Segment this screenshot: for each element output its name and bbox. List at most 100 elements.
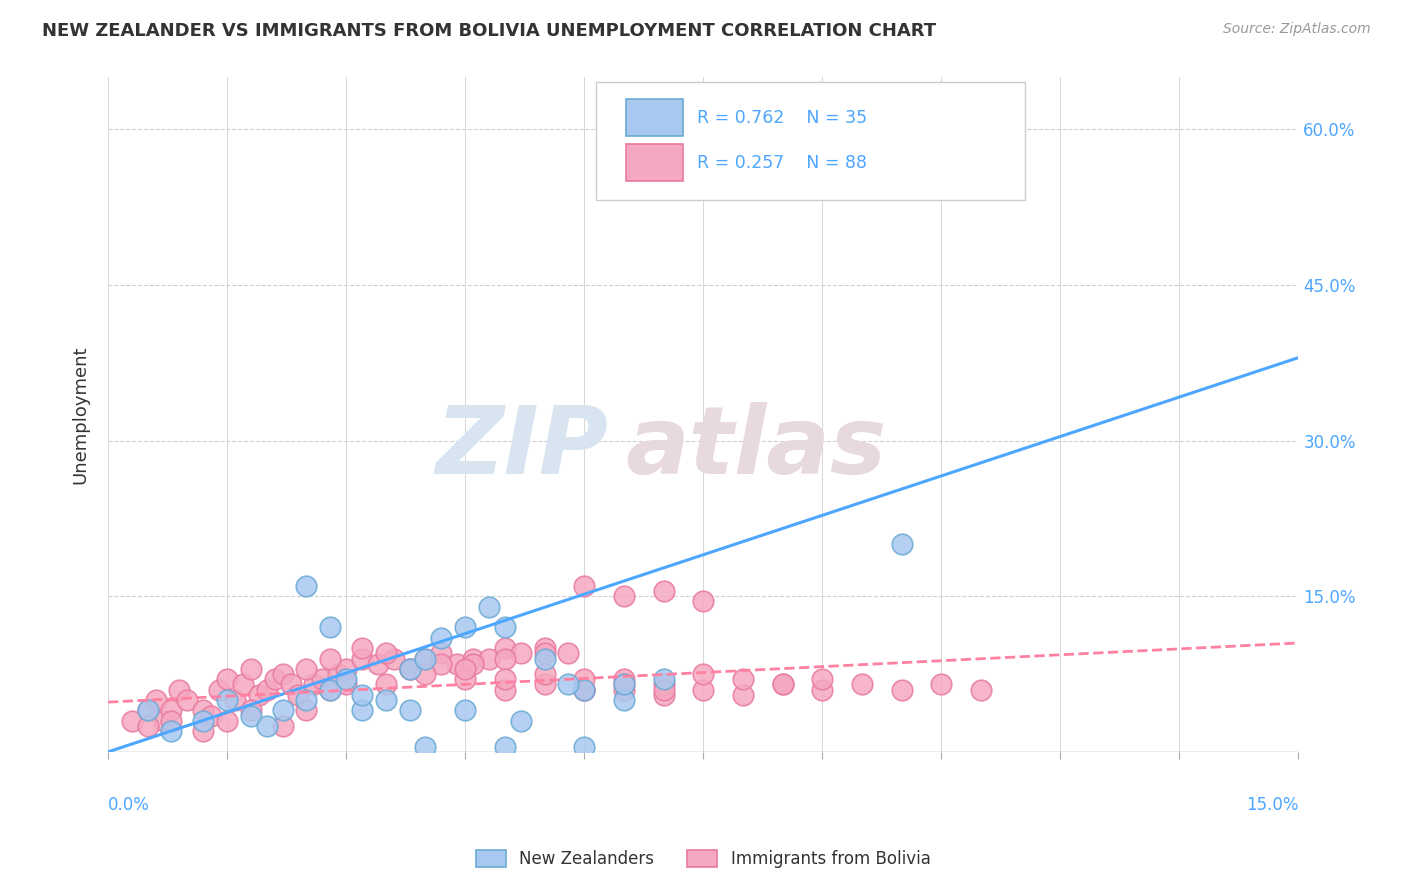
Point xyxy=(232,677,254,691)
Point xyxy=(430,631,453,645)
Point xyxy=(772,677,794,691)
Point xyxy=(280,677,302,691)
Point xyxy=(374,677,396,691)
Point xyxy=(136,719,159,733)
Point xyxy=(533,677,555,691)
Point xyxy=(731,688,754,702)
Point xyxy=(494,673,516,687)
Point xyxy=(533,651,555,665)
Y-axis label: Unemployment: Unemployment xyxy=(72,345,89,484)
Point xyxy=(533,667,555,681)
Point xyxy=(350,641,373,656)
Point xyxy=(613,677,636,691)
Point xyxy=(454,662,477,676)
Point xyxy=(295,662,318,676)
Point xyxy=(494,620,516,634)
Point xyxy=(208,682,231,697)
Point xyxy=(454,620,477,634)
Point xyxy=(572,682,595,697)
Point xyxy=(287,688,309,702)
Point xyxy=(613,677,636,691)
Text: ZIP: ZIP xyxy=(434,402,607,494)
Point xyxy=(572,739,595,754)
Point xyxy=(415,651,437,665)
Point xyxy=(247,688,270,702)
FancyBboxPatch shape xyxy=(626,99,683,136)
Point xyxy=(931,677,953,691)
Point xyxy=(454,703,477,717)
Point xyxy=(256,682,278,697)
Point xyxy=(533,641,555,656)
Point xyxy=(215,693,238,707)
Point xyxy=(350,703,373,717)
FancyBboxPatch shape xyxy=(626,145,683,181)
Point xyxy=(121,714,143,728)
Point xyxy=(461,657,484,671)
Point xyxy=(890,537,912,551)
Point xyxy=(478,599,501,614)
Point xyxy=(263,673,285,687)
Point xyxy=(430,646,453,660)
Point xyxy=(613,693,636,707)
Text: Source: ZipAtlas.com: Source: ZipAtlas.com xyxy=(1223,22,1371,37)
Point xyxy=(461,651,484,665)
Point xyxy=(271,719,294,733)
Point xyxy=(557,677,579,691)
Point xyxy=(454,673,477,687)
Point xyxy=(572,682,595,697)
Point xyxy=(311,673,333,687)
Point xyxy=(652,673,675,687)
Point xyxy=(415,651,437,665)
Point xyxy=(335,662,357,676)
Point xyxy=(613,673,636,687)
Point xyxy=(350,651,373,665)
Point xyxy=(494,651,516,665)
Point xyxy=(193,714,215,728)
Point xyxy=(160,714,183,728)
Point xyxy=(239,703,262,717)
Point xyxy=(160,724,183,739)
Point xyxy=(398,662,420,676)
Point xyxy=(145,693,167,707)
Point xyxy=(398,662,420,676)
Point xyxy=(692,667,714,681)
Point xyxy=(136,703,159,717)
Point xyxy=(382,651,405,665)
Point xyxy=(931,143,953,157)
Point xyxy=(415,739,437,754)
Point xyxy=(271,667,294,681)
Point xyxy=(811,673,834,687)
Text: atlas: atlas xyxy=(626,402,887,494)
Point xyxy=(335,677,357,691)
Point xyxy=(328,667,350,681)
Point xyxy=(374,693,396,707)
Point xyxy=(319,620,342,634)
Point xyxy=(692,682,714,697)
Text: NEW ZEALANDER VS IMMIGRANTS FROM BOLIVIA UNEMPLOYMENT CORRELATION CHART: NEW ZEALANDER VS IMMIGRANTS FROM BOLIVIA… xyxy=(42,22,936,40)
Point xyxy=(374,646,396,660)
Point xyxy=(494,641,516,656)
Point xyxy=(319,682,342,697)
Point xyxy=(160,703,183,717)
Point xyxy=(557,646,579,660)
Point xyxy=(367,657,389,671)
Point xyxy=(572,682,595,697)
Point xyxy=(494,682,516,697)
Point xyxy=(509,714,531,728)
Point xyxy=(652,584,675,599)
Text: 15.0%: 15.0% xyxy=(1246,796,1299,814)
Point xyxy=(295,693,318,707)
Point xyxy=(239,662,262,676)
Point xyxy=(224,693,246,707)
Point xyxy=(398,703,420,717)
Point xyxy=(335,673,357,687)
Point xyxy=(193,724,215,739)
Point xyxy=(215,714,238,728)
Point xyxy=(319,651,342,665)
FancyBboxPatch shape xyxy=(596,82,1025,200)
Point xyxy=(652,682,675,697)
Text: 0.0%: 0.0% xyxy=(108,796,150,814)
Point xyxy=(970,682,993,697)
Point xyxy=(446,657,468,671)
Point xyxy=(478,651,501,665)
